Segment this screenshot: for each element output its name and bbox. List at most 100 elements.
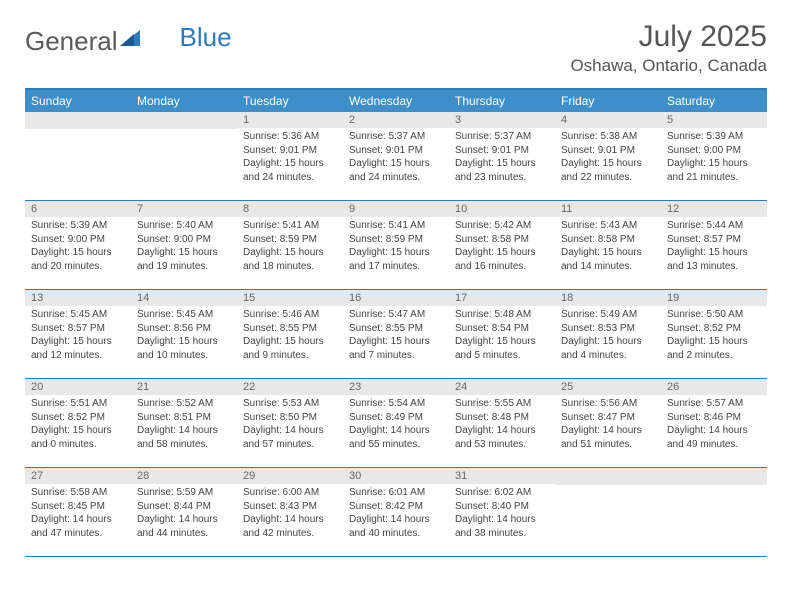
day-number: 5 bbox=[661, 112, 767, 128]
day-cell: 15Sunrise: 5:46 AMSunset: 8:55 PMDayligh… bbox=[237, 290, 343, 378]
day-cell: 4Sunrise: 5:38 AMSunset: 9:01 PMDaylight… bbox=[555, 112, 661, 200]
day-cell: 13Sunrise: 5:45 AMSunset: 8:57 PMDayligh… bbox=[25, 290, 131, 378]
week-row: 1Sunrise: 5:36 AMSunset: 9:01 PMDaylight… bbox=[25, 112, 767, 201]
day-body: Sunrise: 5:36 AMSunset: 9:01 PMDaylight:… bbox=[237, 128, 343, 188]
logo-text-general: General bbox=[25, 26, 118, 57]
day-header-cell: Wednesday bbox=[343, 90, 449, 112]
day-body: Sunrise: 5:42 AMSunset: 8:58 PMDaylight:… bbox=[449, 217, 555, 277]
day-cell bbox=[661, 468, 767, 556]
week-row: 6Sunrise: 5:39 AMSunset: 9:00 PMDaylight… bbox=[25, 201, 767, 290]
day-cell: 8Sunrise: 5:41 AMSunset: 8:59 PMDaylight… bbox=[237, 201, 343, 289]
day-header-cell: Tuesday bbox=[237, 90, 343, 112]
day-cell: 5Sunrise: 5:39 AMSunset: 9:00 PMDaylight… bbox=[661, 112, 767, 200]
day-number: 21 bbox=[131, 379, 237, 395]
day-body bbox=[25, 129, 131, 135]
week-row: 20Sunrise: 5:51 AMSunset: 8:52 PMDayligh… bbox=[25, 379, 767, 468]
day-body: Sunrise: 5:45 AMSunset: 8:57 PMDaylight:… bbox=[25, 306, 131, 366]
header: General Blue July 2025 Oshawa, Ontario, … bbox=[25, 20, 767, 76]
month-title: July 2025 bbox=[570, 20, 767, 54]
day-number: 10 bbox=[449, 201, 555, 217]
day-header-cell: Monday bbox=[131, 90, 237, 112]
day-cell: 16Sunrise: 5:47 AMSunset: 8:55 PMDayligh… bbox=[343, 290, 449, 378]
day-number: 23 bbox=[343, 379, 449, 395]
day-number: 8 bbox=[237, 201, 343, 217]
day-body bbox=[661, 485, 767, 491]
logo-text-blue: Blue bbox=[180, 22, 232, 53]
day-cell: 25Sunrise: 5:56 AMSunset: 8:47 PMDayligh… bbox=[555, 379, 661, 467]
day-cell bbox=[25, 112, 131, 200]
day-body: Sunrise: 5:49 AMSunset: 8:53 PMDaylight:… bbox=[555, 306, 661, 366]
day-cell: 19Sunrise: 5:50 AMSunset: 8:52 PMDayligh… bbox=[661, 290, 767, 378]
day-cell bbox=[555, 468, 661, 556]
day-cell: 10Sunrise: 5:42 AMSunset: 8:58 PMDayligh… bbox=[449, 201, 555, 289]
logo: General Blue bbox=[25, 26, 232, 57]
day-number bbox=[555, 468, 661, 485]
day-cell: 2Sunrise: 5:37 AMSunset: 9:01 PMDaylight… bbox=[343, 112, 449, 200]
day-number: 27 bbox=[25, 468, 131, 484]
day-body: Sunrise: 5:55 AMSunset: 8:48 PMDaylight:… bbox=[449, 395, 555, 455]
day-body: Sunrise: 5:44 AMSunset: 8:57 PMDaylight:… bbox=[661, 217, 767, 277]
day-body: Sunrise: 5:58 AMSunset: 8:45 PMDaylight:… bbox=[25, 484, 131, 544]
day-number: 18 bbox=[555, 290, 661, 306]
week-row: 13Sunrise: 5:45 AMSunset: 8:57 PMDayligh… bbox=[25, 290, 767, 379]
day-number: 9 bbox=[343, 201, 449, 217]
day-body: Sunrise: 5:51 AMSunset: 8:52 PMDaylight:… bbox=[25, 395, 131, 455]
day-cell: 27Sunrise: 5:58 AMSunset: 8:45 PMDayligh… bbox=[25, 468, 131, 556]
day-number: 19 bbox=[661, 290, 767, 306]
calendar: SundayMondayTuesdayWednesdayThursdayFrid… bbox=[25, 88, 767, 557]
day-cell: 23Sunrise: 5:54 AMSunset: 8:49 PMDayligh… bbox=[343, 379, 449, 467]
day-cell: 18Sunrise: 5:49 AMSunset: 8:53 PMDayligh… bbox=[555, 290, 661, 378]
day-cell: 21Sunrise: 5:52 AMSunset: 8:51 PMDayligh… bbox=[131, 379, 237, 467]
day-body: Sunrise: 6:01 AMSunset: 8:42 PMDaylight:… bbox=[343, 484, 449, 544]
day-number: 6 bbox=[25, 201, 131, 217]
day-number: 1 bbox=[237, 112, 343, 128]
day-number bbox=[25, 112, 131, 129]
day-number bbox=[661, 468, 767, 485]
location-text: Oshawa, Ontario, Canada bbox=[570, 56, 767, 76]
day-number: 2 bbox=[343, 112, 449, 128]
day-cell: 20Sunrise: 5:51 AMSunset: 8:52 PMDayligh… bbox=[25, 379, 131, 467]
day-cell: 22Sunrise: 5:53 AMSunset: 8:50 PMDayligh… bbox=[237, 379, 343, 467]
day-number: 16 bbox=[343, 290, 449, 306]
day-header-row: SundayMondayTuesdayWednesdayThursdayFrid… bbox=[25, 90, 767, 112]
day-cell: 24Sunrise: 5:55 AMSunset: 8:48 PMDayligh… bbox=[449, 379, 555, 467]
day-number: 7 bbox=[131, 201, 237, 217]
day-body: Sunrise: 5:47 AMSunset: 8:55 PMDaylight:… bbox=[343, 306, 449, 366]
day-body: Sunrise: 5:45 AMSunset: 8:56 PMDaylight:… bbox=[131, 306, 237, 366]
day-number: 11 bbox=[555, 201, 661, 217]
day-number: 30 bbox=[343, 468, 449, 484]
day-number bbox=[131, 112, 237, 129]
day-body: Sunrise: 5:52 AMSunset: 8:51 PMDaylight:… bbox=[131, 395, 237, 455]
day-body: Sunrise: 5:50 AMSunset: 8:52 PMDaylight:… bbox=[661, 306, 767, 366]
day-cell: 1Sunrise: 5:36 AMSunset: 9:01 PMDaylight… bbox=[237, 112, 343, 200]
day-body: Sunrise: 5:59 AMSunset: 8:44 PMDaylight:… bbox=[131, 484, 237, 544]
day-body: Sunrise: 6:02 AMSunset: 8:40 PMDaylight:… bbox=[449, 484, 555, 544]
day-cell: 28Sunrise: 5:59 AMSunset: 8:44 PMDayligh… bbox=[131, 468, 237, 556]
day-header-cell: Thursday bbox=[449, 90, 555, 112]
day-number: 15 bbox=[237, 290, 343, 306]
day-cell: 14Sunrise: 5:45 AMSunset: 8:56 PMDayligh… bbox=[131, 290, 237, 378]
day-number: 31 bbox=[449, 468, 555, 484]
day-body: Sunrise: 5:37 AMSunset: 9:01 PMDaylight:… bbox=[449, 128, 555, 188]
day-number: 20 bbox=[25, 379, 131, 395]
week-row: 27Sunrise: 5:58 AMSunset: 8:45 PMDayligh… bbox=[25, 468, 767, 557]
day-number: 14 bbox=[131, 290, 237, 306]
day-body bbox=[555, 485, 661, 491]
logo-triangle-icon bbox=[120, 28, 142, 55]
title-block: July 2025 Oshawa, Ontario, Canada bbox=[570, 20, 767, 76]
day-cell: 6Sunrise: 5:39 AMSunset: 9:00 PMDaylight… bbox=[25, 201, 131, 289]
day-body: Sunrise: 5:38 AMSunset: 9:01 PMDaylight:… bbox=[555, 128, 661, 188]
day-cell: 9Sunrise: 5:41 AMSunset: 8:59 PMDaylight… bbox=[343, 201, 449, 289]
day-cell: 31Sunrise: 6:02 AMSunset: 8:40 PMDayligh… bbox=[449, 468, 555, 556]
day-body: Sunrise: 5:37 AMSunset: 9:01 PMDaylight:… bbox=[343, 128, 449, 188]
day-body: Sunrise: 5:46 AMSunset: 8:55 PMDaylight:… bbox=[237, 306, 343, 366]
day-body: Sunrise: 5:54 AMSunset: 8:49 PMDaylight:… bbox=[343, 395, 449, 455]
day-cell: 29Sunrise: 6:00 AMSunset: 8:43 PMDayligh… bbox=[237, 468, 343, 556]
day-number: 22 bbox=[237, 379, 343, 395]
day-cell: 12Sunrise: 5:44 AMSunset: 8:57 PMDayligh… bbox=[661, 201, 767, 289]
day-body: Sunrise: 5:41 AMSunset: 8:59 PMDaylight:… bbox=[343, 217, 449, 277]
day-header-cell: Friday bbox=[555, 90, 661, 112]
day-number: 12 bbox=[661, 201, 767, 217]
day-body: Sunrise: 5:48 AMSunset: 8:54 PMDaylight:… bbox=[449, 306, 555, 366]
day-body bbox=[131, 129, 237, 135]
